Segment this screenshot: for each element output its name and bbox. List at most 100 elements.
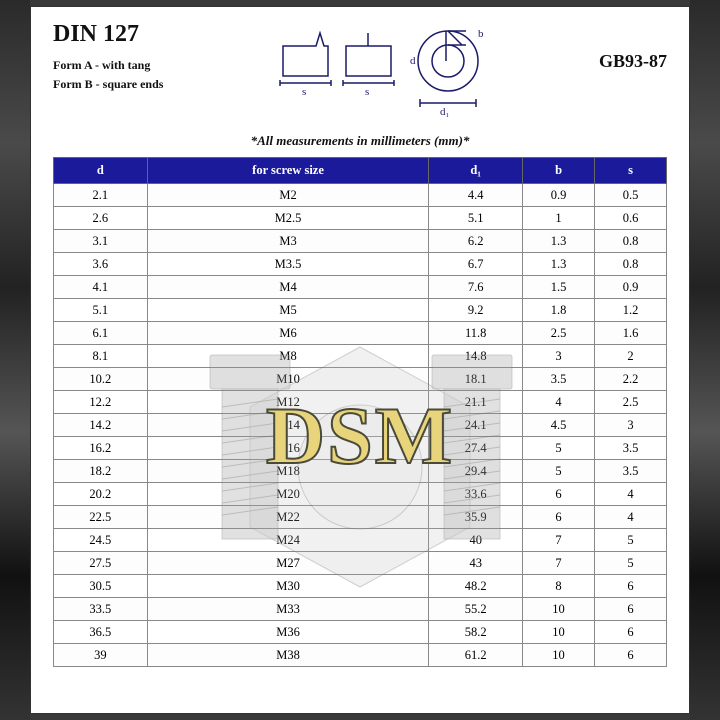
svg-text:b: b	[478, 28, 484, 40]
table-cell: M3	[147, 230, 429, 253]
table-cell: 10.2	[54, 368, 148, 391]
table-cell: 22.5	[54, 506, 148, 529]
table-cell: 14.8	[429, 345, 523, 368]
table-cell: 24.1	[429, 414, 523, 437]
table-cell: M33	[147, 598, 429, 621]
table-cell: 5	[595, 552, 667, 575]
table-cell: 1.3	[523, 230, 595, 253]
table-row: 30.5M3048.286	[54, 575, 667, 598]
table-cell: 2.6	[54, 207, 148, 230]
document-page: DIN 127 Form A - with tang Form B - squa…	[30, 6, 690, 714]
table-cell: 2	[595, 345, 667, 368]
table-cell: 4	[595, 483, 667, 506]
table-cell: 6	[523, 483, 595, 506]
table-cell: 2.5	[595, 391, 667, 414]
dimensions-table: dfor screw sized₁bs 2.1M24.40.90.52.6M2.…	[53, 157, 667, 667]
table-cell: M10	[147, 368, 429, 391]
table-cell: 61.2	[429, 644, 523, 667]
table-cell: 1	[523, 207, 595, 230]
header-right: GB93-87	[557, 21, 667, 72]
table-cell: 10	[523, 598, 595, 621]
table-cell: 11.8	[429, 322, 523, 345]
form-b-line: Form B - square ends	[53, 77, 208, 92]
table-cell: 58.2	[429, 621, 523, 644]
table-cell: 5.1	[54, 299, 148, 322]
table-cell: 27.4	[429, 437, 523, 460]
table-row: 4.1M47.61.50.9	[54, 276, 667, 299]
table-cell: 8	[523, 575, 595, 598]
table-cell: 48.2	[429, 575, 523, 598]
table-cell: 16.2	[54, 437, 148, 460]
table-row: 27.5M274375	[54, 552, 667, 575]
table-cell: 9.2	[429, 299, 523, 322]
table-cell: 14.2	[54, 414, 148, 437]
table-cell: 6	[595, 598, 667, 621]
col-header: d₁	[429, 158, 523, 184]
table-cell: 6	[595, 575, 667, 598]
table-cell: 10	[523, 621, 595, 644]
table-row: 20.2M2033.664	[54, 483, 667, 506]
table-cell: 36.5	[54, 621, 148, 644]
table-cell: 3.5	[595, 437, 667, 460]
table-cell: 5	[523, 460, 595, 483]
table-cell: 1.6	[595, 322, 667, 345]
table-cell: 30.5	[54, 575, 148, 598]
table-cell: M16	[147, 437, 429, 460]
table-cell: 4	[523, 391, 595, 414]
table-cell: 6	[595, 621, 667, 644]
table-cell: M36	[147, 621, 429, 644]
table-cell: M27	[147, 552, 429, 575]
table-cell: 21.1	[429, 391, 523, 414]
table-body: 2.1M24.40.90.52.6M2.55.110.63.1M36.21.30…	[54, 184, 667, 667]
header-row: DIN 127 Form A - with tang Form B - squa…	[53, 21, 667, 121]
table-cell: 0.9	[523, 184, 595, 207]
table-cell: 6.2	[429, 230, 523, 253]
table-cell: 0.5	[595, 184, 667, 207]
table-cell: M6	[147, 322, 429, 345]
table-cell: M30	[147, 575, 429, 598]
table-cell: 6	[523, 506, 595, 529]
table-cell: M14	[147, 414, 429, 437]
svg-text:d: d	[410, 55, 416, 67]
table-cell: 2.5	[523, 322, 595, 345]
table-cell: 5	[523, 437, 595, 460]
table-cell: 40	[429, 529, 523, 552]
table-row: 3.1M36.21.30.8	[54, 230, 667, 253]
table-cell: 1.5	[523, 276, 595, 299]
table-cell: M3.5	[147, 253, 429, 276]
table-row: 16.2M1627.453.5	[54, 437, 667, 460]
table-cell: 20.2	[54, 483, 148, 506]
table-cell: 4.5	[523, 414, 595, 437]
table-cell: 24.5	[54, 529, 148, 552]
svg-text:d₁: d₁	[440, 106, 450, 118]
table-row: 6.1M611.82.51.6	[54, 322, 667, 345]
table-cell: 10	[523, 644, 595, 667]
col-header: b	[523, 158, 595, 184]
table-cell: 43	[429, 552, 523, 575]
table-cell: 35.9	[429, 506, 523, 529]
table-cell: 0.8	[595, 230, 667, 253]
table-cell: 27.5	[54, 552, 148, 575]
table-cell: 3	[523, 345, 595, 368]
table-row: 5.1M59.21.81.2	[54, 299, 667, 322]
table-cell: M24	[147, 529, 429, 552]
table-cell: 29.4	[429, 460, 523, 483]
table-cell: 39	[54, 644, 148, 667]
table-cell: 8.1	[54, 345, 148, 368]
svg-text:s: s	[302, 86, 306, 98]
table-head: dfor screw sized₁bs	[54, 158, 667, 184]
table-cell: 33.5	[54, 598, 148, 621]
table-cell: 3.1	[54, 230, 148, 253]
table-row: 2.6M2.55.110.6	[54, 207, 667, 230]
table-cell: 4	[595, 506, 667, 529]
thumbnail-strip-left	[0, 0, 30, 720]
table-cell: 55.2	[429, 598, 523, 621]
table-cell: 33.6	[429, 483, 523, 506]
table-cell: 1.2	[595, 299, 667, 322]
svg-text:s: s	[365, 86, 369, 98]
col-header: for screw size	[147, 158, 429, 184]
table-cell: M4	[147, 276, 429, 299]
table-cell: 3	[595, 414, 667, 437]
units-note: *All measurements in millimeters (mm)*	[53, 133, 667, 149]
table-cell: M5	[147, 299, 429, 322]
